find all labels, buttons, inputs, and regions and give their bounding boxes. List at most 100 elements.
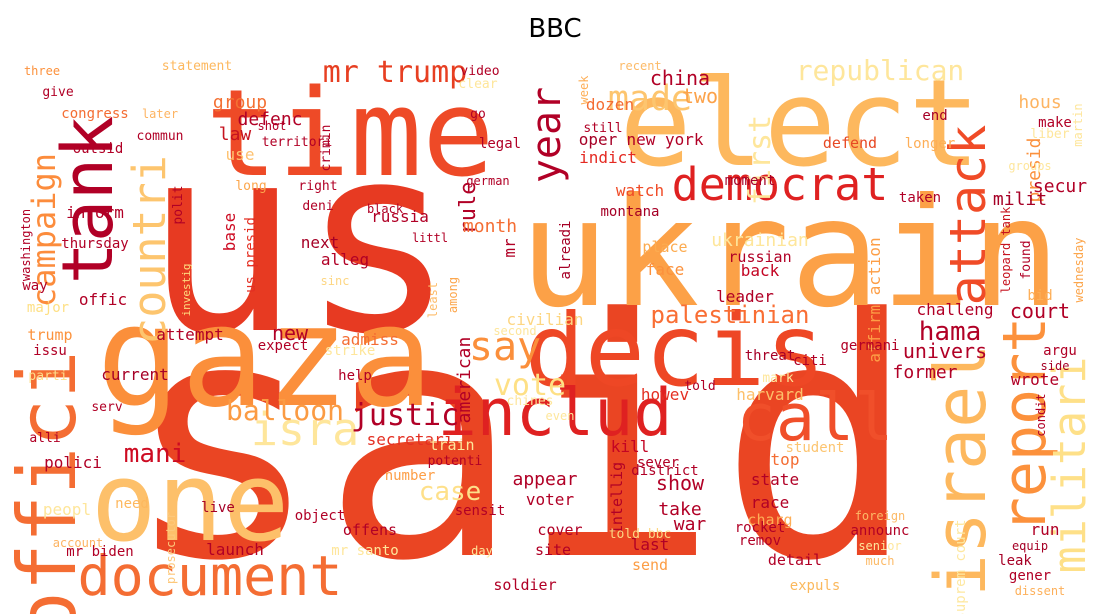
word-ukrain: ukrain <box>519 167 1061 341</box>
word-alleg: alleg <box>321 250 369 269</box>
word-outsid: outsid <box>73 141 124 157</box>
word-suprem-court: suprem court <box>953 519 969 614</box>
word-civilian: civilian <box>506 310 583 329</box>
word-war: war <box>674 514 707 535</box>
word-major: major <box>27 300 69 316</box>
word-mr-santo: mr santo <box>331 543 398 559</box>
word-defenc: defenc <box>237 109 302 130</box>
word-strike: strike <box>325 343 376 359</box>
word-countri: countri <box>123 155 176 345</box>
word-deni: deni <box>302 199 333 214</box>
word-voter: voter <box>526 490 575 509</box>
word-attack: attack <box>939 125 997 306</box>
word-longer: longer <box>905 136 956 152</box>
word-told: told <box>684 379 715 394</box>
word-announc: announc <box>850 523 909 539</box>
word-video: video <box>460 64 499 79</box>
word-groups: groups <box>1008 159 1051 173</box>
word-first: first <box>743 115 778 205</box>
word-leopard-tank: leopard tank <box>999 206 1013 293</box>
word-object: object <box>295 508 346 524</box>
word-crimin: crimin <box>319 125 334 172</box>
word-trump: trump <box>27 326 72 344</box>
word-help: help <box>338 368 372 384</box>
word-two: two <box>682 84 718 108</box>
word-offici: offici <box>1 351 94 614</box>
word-hous: hous <box>1018 92 1061 113</box>
word-soldier: soldier <box>493 576 556 594</box>
word-us: us <box>143 90 456 392</box>
word-recent: recent <box>618 59 661 73</box>
word-month: month <box>463 216 517 237</box>
word-black: black <box>367 202 404 216</box>
word-legal: legal <box>479 136 521 152</box>
word-side: side <box>1041 359 1070 373</box>
word-expect: expect <box>258 338 309 354</box>
word-cover: cover <box>537 521 582 539</box>
word-gaza: gaza <box>96 276 433 439</box>
word-made: made <box>608 79 692 119</box>
word-american: american <box>454 337 475 424</box>
word-polit: polit <box>171 185 186 224</box>
word-mr: mr <box>500 238 519 258</box>
word-martin: martin <box>1071 103 1085 146</box>
word-live: live <box>201 500 235 516</box>
word-kill: kill <box>611 437 650 456</box>
word-admiss: admiss <box>341 330 399 349</box>
word-offens: offens <box>343 521 397 539</box>
word-attempt: attempt <box>156 325 223 344</box>
word-week: week <box>577 75 591 105</box>
word-threat: threat <box>745 348 796 364</box>
word-former: former <box>892 362 957 383</box>
word-law: law <box>219 124 252 145</box>
word-one: one <box>91 438 290 566</box>
word-run: run <box>1031 520 1060 539</box>
word-end: end <box>922 108 947 124</box>
word-statement: statement <box>162 59 232 74</box>
word-state: state <box>751 470 799 489</box>
word-show: show <box>656 471 705 495</box>
word-appear: appear <box>512 469 577 490</box>
word-face: face <box>646 260 685 279</box>
word-current: current <box>101 365 168 384</box>
chart-title: BBC <box>528 14 582 44</box>
word-moment: moment <box>725 173 776 189</box>
word-dozen: dozen <box>586 95 634 114</box>
word-bid: bid <box>1027 288 1052 304</box>
word-need: need <box>115 496 149 512</box>
word-take: take <box>658 499 701 520</box>
word-way: way <box>22 278 47 294</box>
word-among: among <box>446 277 460 313</box>
word-new-york: new york <box>626 130 703 149</box>
word-give: give <box>42 85 73 100</box>
word-argu: argu <box>1043 343 1077 359</box>
word-secretari: secretari <box>367 430 454 449</box>
word-indict: indict <box>579 148 637 167</box>
word-campaign: campaign <box>25 153 63 307</box>
word-territori: territori <box>262 135 332 150</box>
word-vote: vote <box>494 368 566 403</box>
word-senior: senior <box>858 539 901 553</box>
word-peopl: peopl <box>43 500 91 519</box>
word-oper: oper <box>579 130 618 149</box>
word-us-presid: us presid <box>243 217 259 293</box>
word-race: race <box>751 493 790 512</box>
word-justic: justic <box>351 398 459 433</box>
word-still: still <box>583 121 622 136</box>
word-intellig: intellig <box>608 462 626 534</box>
word-isra: isra <box>251 403 359 456</box>
word-russian: russian <box>728 248 791 266</box>
word-leader: leader <box>716 287 774 306</box>
word-includ: includ <box>438 376 673 451</box>
word-decis: decis <box>524 292 825 409</box>
word-congress: congress <box>61 106 128 122</box>
word-case: case <box>419 477 482 507</box>
word-defend: defend <box>823 134 877 152</box>
word-account: account <box>53 536 104 550</box>
word-alli: alli <box>29 431 60 446</box>
word-secur: secur <box>1033 176 1087 197</box>
word-right: right <box>298 179 337 194</box>
word-much: much <box>866 554 895 568</box>
word-democrat: democrat <box>672 158 889 211</box>
word-rule: rule <box>456 182 481 235</box>
